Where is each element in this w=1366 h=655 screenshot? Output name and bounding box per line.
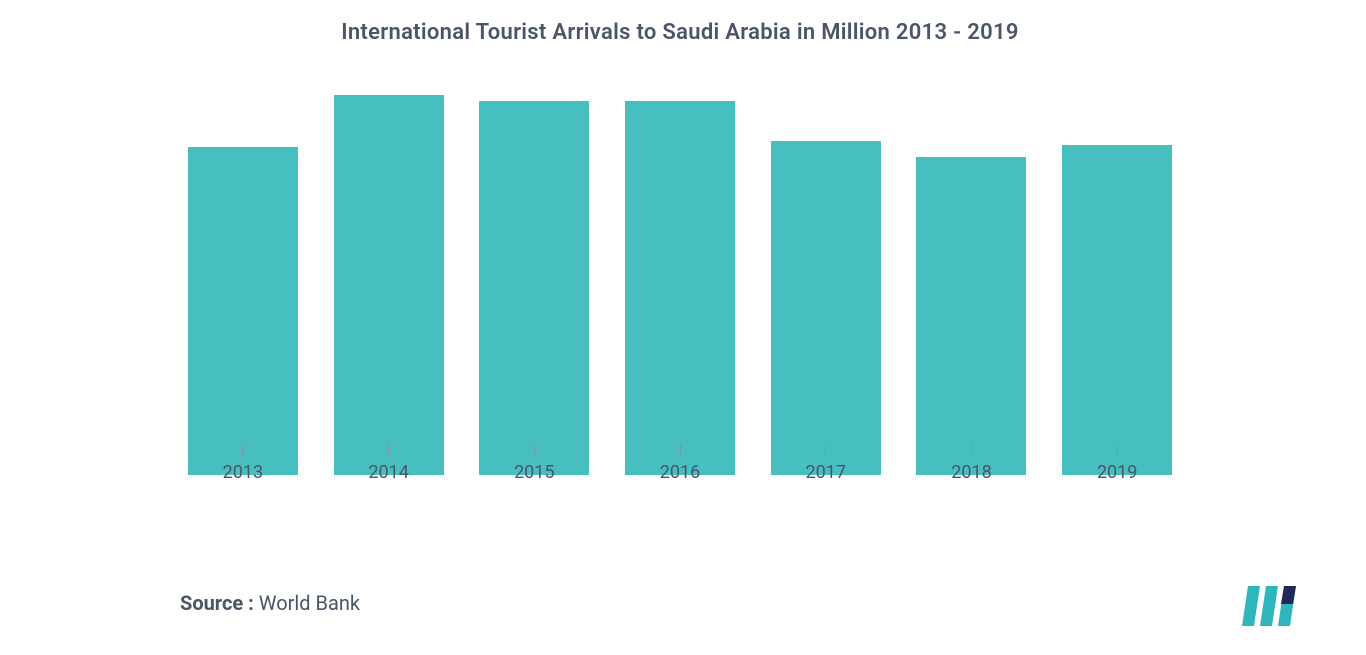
axis-tick <box>971 445 972 455</box>
bar <box>479 101 589 475</box>
bar <box>188 147 298 475</box>
bar-slot: 2013 <box>170 95 316 475</box>
x-axis-label: 2016 <box>660 462 700 483</box>
bar-slot: 2019 <box>1044 95 1190 475</box>
bar-slot: 2017 <box>753 95 899 475</box>
x-axis-label: 2018 <box>951 462 991 483</box>
source-attribution: Source : World Bank <box>180 591 360 615</box>
bar <box>916 157 1026 475</box>
axis-tick <box>1117 445 1118 455</box>
x-axis-label: 2013 <box>223 462 263 483</box>
bar <box>1062 145 1172 475</box>
bar <box>625 101 735 475</box>
chart-title: International Tourist Arrivals to Saudi … <box>150 20 1210 45</box>
x-axis-label: 2015 <box>514 462 554 483</box>
bar-slot: 2015 <box>461 95 607 475</box>
axis-tick <box>242 445 243 455</box>
plot-area: 2013201420152016201720182019 <box>150 95 1210 505</box>
x-axis-label: 2017 <box>806 462 846 483</box>
bar-chart: International Tourist Arrivals to Saudi … <box>150 20 1210 540</box>
x-axis-label: 2019 <box>1097 462 1137 483</box>
axis-tick <box>680 445 681 455</box>
brand-logo <box>1236 580 1306 630</box>
bar-slot: 2018 <box>899 95 1045 475</box>
source-value: World Bank <box>259 591 360 615</box>
axis-tick <box>388 445 389 455</box>
bar <box>334 95 444 475</box>
x-axis-label: 2014 <box>368 462 408 483</box>
axis-tick <box>825 445 826 455</box>
bar-slot: 2014 <box>316 95 462 475</box>
bar-slot: 2016 <box>607 95 753 475</box>
axis-tick <box>534 445 535 455</box>
bar <box>771 141 881 475</box>
source-label: Source : <box>180 591 254 615</box>
